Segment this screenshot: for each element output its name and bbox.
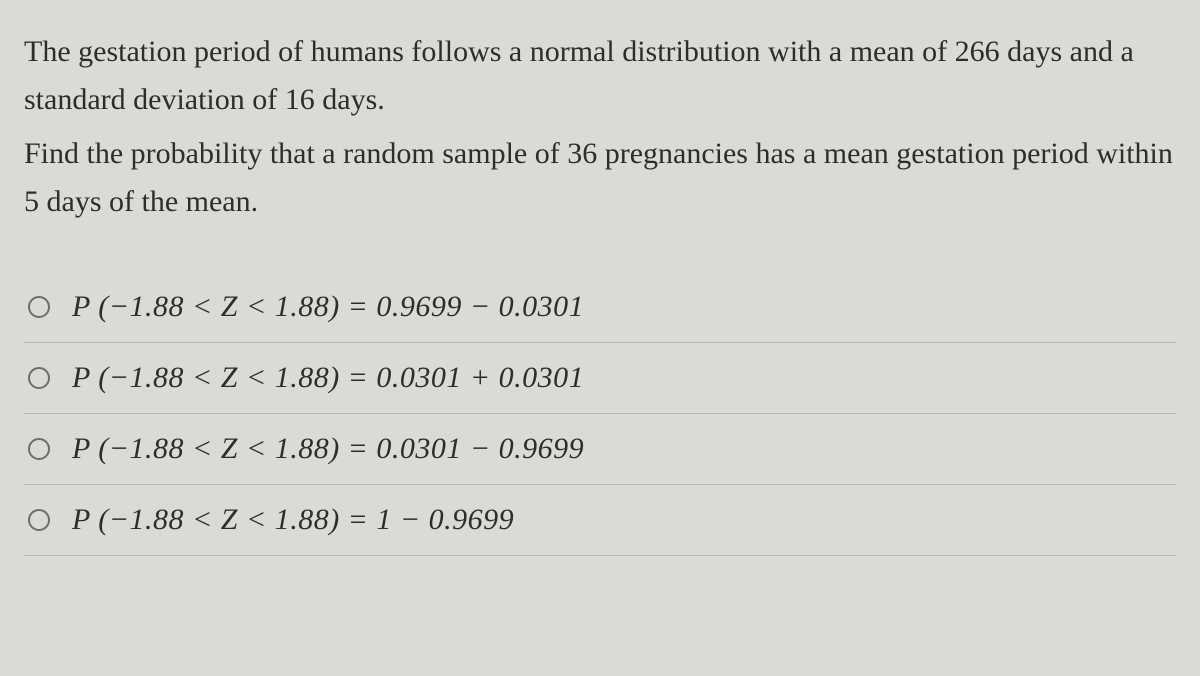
question-block: The gestation period of humans follows a… [24,28,1176,226]
question-para-1: The gestation period of humans follows a… [24,28,1176,124]
options-list: P (−1.88 < Z < 1.88) = 0.9699 − 0.0301 P… [24,272,1176,556]
option-row[interactable]: P (−1.88 < Z < 1.88) = 0.9699 − 0.0301 [24,272,1176,343]
option-row[interactable]: P (−1.88 < Z < 1.88) = 1 − 0.9699 [24,485,1176,556]
option-label: P (−1.88 < Z < 1.88) = 0.0301 + 0.0301 [72,361,584,395]
option-label: P (−1.88 < Z < 1.88) = 0.0301 − 0.9699 [72,432,584,466]
option-label: P (−1.88 < Z < 1.88) = 1 − 0.9699 [72,503,514,537]
radio-icon[interactable] [28,296,50,318]
option-label: P (−1.88 < Z < 1.88) = 0.9699 − 0.0301 [72,290,584,324]
option-row[interactable]: P (−1.88 < Z < 1.88) = 0.0301 − 0.9699 [24,414,1176,485]
radio-icon[interactable] [28,367,50,389]
question-para-2: Find the probability that a random sampl… [24,130,1176,226]
radio-icon[interactable] [28,438,50,460]
radio-icon[interactable] [28,509,50,531]
option-row[interactable]: P (−1.88 < Z < 1.88) = 0.0301 + 0.0301 [24,343,1176,414]
